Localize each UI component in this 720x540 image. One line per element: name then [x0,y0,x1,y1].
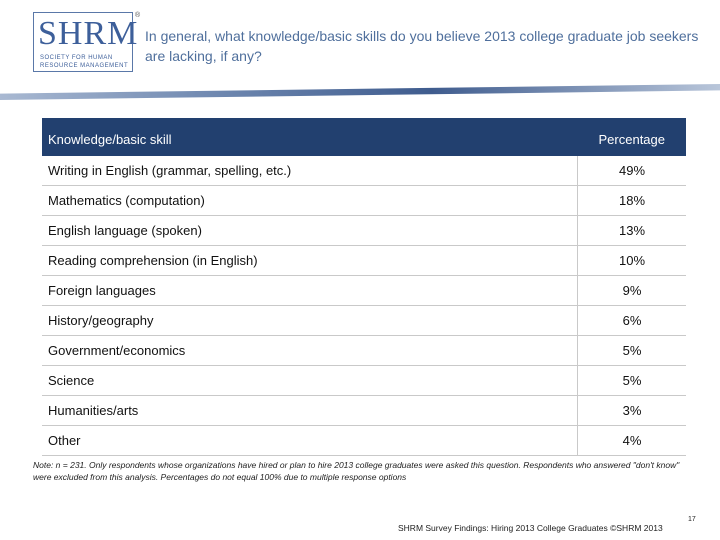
percentage-cell: 4% [577,425,686,456]
skill-cell: Science [42,365,578,396]
percentage-cell: 13% [577,215,686,246]
table-row: English language (spoken) 13% [42,215,686,246]
table-row: Science 5% [42,365,686,396]
skill-cell: Reading comprehension (in English) [42,245,578,276]
header-row: Knowledge/basic skill Percentage [42,118,686,156]
percentage-cell: 6% [577,305,686,336]
data-table: Knowledge/basic skill Percentage Writing… [42,118,686,456]
percentage-cell: 10% [577,245,686,276]
logo-tagline: SOCIETY FOR HUMAN [40,55,113,61]
percentage-cell: 18% [577,185,686,216]
table-row: Foreign languages 9% [42,275,686,306]
page-number: 17 [688,516,696,523]
percentage-cell: 5% [577,335,686,366]
percentage-cell: 49% [577,156,686,186]
skill-cell: Writing in English (grammar, spelling, e… [42,156,578,186]
table-row: Government/economics 5% [42,335,686,366]
skill-cell: Government/economics [42,335,578,366]
table-row: Mathematics (computation) 18% [42,185,686,216]
table-row: Humanities/arts 3% [42,395,686,426]
skill-cell: Other [42,425,578,456]
table-row: Other 4% [42,425,686,456]
note: Note: n = 231. Only respondents whose or… [33,460,680,482]
table-row: Writing in English (grammar, spelling, e… [42,156,686,186]
column-header: Knowledge/basic skill [42,118,578,156]
skill-cell: Humanities/arts [42,395,578,426]
table-row: History/geography 6% [42,305,686,336]
skill-cell: English language (spoken) [42,215,578,246]
percentage-cell: 5% [577,365,686,396]
registered-mark: ® [135,12,141,19]
decorative-band [0,84,720,100]
logo: SHRM SOCIETY FOR HUMAN RESOURCE MANAGEME… [33,12,137,72]
slide-title: In general, what knowledge/basic skills … [145,28,699,64]
skill-cell: Foreign languages [42,275,578,306]
column-header: Percentage [577,118,686,156]
skill-cell: Mathematics (computation) [42,185,578,216]
logo-name: SHRM [38,15,139,52]
table-body: Writing in English (grammar, spelling, e… [42,156,686,456]
table-row: Reading comprehension (in English) 10% [42,245,686,276]
logo-tagline: RESOURCE MANAGEMENT [40,63,129,69]
percentage-cell: 9% [577,275,686,306]
percentage-cell: 3% [577,395,686,426]
footer-source: SHRM Survey Findings: Hiring 2013 Colleg… [398,523,663,533]
skill-cell: History/geography [42,305,578,336]
